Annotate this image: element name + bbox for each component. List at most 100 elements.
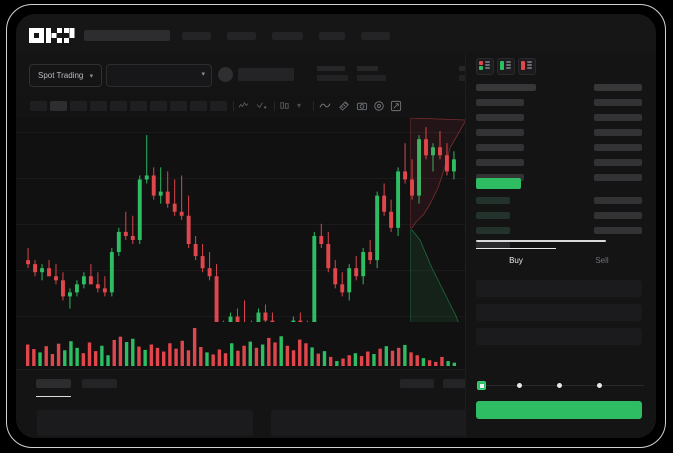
chart-toolbar: ▾: [16, 96, 466, 119]
orderbook-highlight-row[interactable]: [476, 178, 521, 189]
last-price: [238, 68, 294, 81]
orders-panel: [16, 369, 477, 438]
amount-slider-step-25[interactable]: [517, 383, 522, 388]
orders-action-2[interactable]: [443, 379, 477, 388]
amount-slider-track[interactable]: [481, 385, 644, 386]
market-type-label: Spot Trading: [38, 71, 84, 80]
orderbook-bids-icon[interactable]: [497, 58, 515, 75]
nav-link-5[interactable]: [361, 32, 390, 40]
ticker-stat-1: [317, 66, 348, 81]
amount-slider-step-50[interactable]: [557, 383, 562, 388]
ticker-stat-value: [357, 75, 386, 81]
chevron-down-icon: ▾: [201, 71, 205, 78]
orderbook-side-row-0[interactable]: [594, 84, 642, 91]
timeframe-chip-5[interactable]: [130, 101, 147, 111]
timeframe-chip-9[interactable]: [210, 101, 227, 111]
gridline-3: [16, 270, 466, 271]
orders-content-block-2: [271, 410, 477, 436]
device-screen-bezel: Spot Trading ▾ ▾: [16, 14, 656, 438]
amount-slider-handle[interactable]: [477, 381, 486, 390]
orderbook-side-row-1[interactable]: [594, 99, 642, 106]
device-frame: Spot Trading ▾ ▾: [6, 4, 666, 448]
gridline-4: [16, 316, 466, 317]
orderbook-bid-row-3[interactable]: [476, 242, 510, 249]
gridline-1: [16, 178, 466, 179]
orderbook-trade-panel: Buy Sell: [465, 52, 656, 438]
orders-content-block-1: [37, 410, 253, 436]
orderbook-side-row-8[interactable]: [594, 212, 642, 219]
orderbook-side-row-2[interactable]: [594, 114, 642, 121]
line-chart-icon[interactable]: [319, 100, 331, 111]
okx-trading-app: Spot Trading ▾ ▾: [16, 14, 656, 438]
orderbook-side-row-5[interactable]: [594, 159, 642, 166]
bottom-tab-active-underline: [36, 396, 71, 397]
order-price-field[interactable]: [476, 280, 642, 297]
nav-link-2[interactable]: [227, 32, 256, 40]
amount-slider-step-75[interactable]: [597, 383, 602, 388]
timeframe-chip-7[interactable]: [170, 101, 187, 111]
coin-avatar: [218, 67, 233, 82]
ticker-stat-label: [357, 66, 378, 71]
tab-sell[interactable]: Sell: [595, 256, 609, 265]
order-amount-field[interactable]: [476, 304, 642, 321]
bottom-tab-1[interactable]: [82, 379, 117, 388]
fullscreen-icon[interactable]: [390, 100, 402, 112]
timeframe-chip-4[interactable]: [110, 101, 127, 111]
volume-bar-series: [25, 328, 457, 366]
snapshot-camera-icon[interactable]: [356, 100, 368, 112]
orderbook-both-icon[interactable]: [476, 58, 494, 75]
orderbook-spread-indicator: [476, 240, 606, 242]
orderbook-ask-row-1[interactable]: [476, 114, 524, 121]
ticker-stat-2: [357, 66, 386, 81]
chart-settings-icon[interactable]: [373, 100, 385, 112]
orderbook-ask-row-0[interactable]: [476, 99, 524, 106]
compare-icon[interactable]: [256, 100, 267, 111]
orderbook-ask-row-5[interactable]: [476, 174, 524, 181]
timeframe-chip-0[interactable]: [30, 101, 47, 111]
okx-logo[interactable]: [29, 28, 75, 43]
trading-pair-selector[interactable]: ▾: [106, 64, 212, 87]
submit-order-button[interactable]: [476, 401, 642, 419]
timeframe-chip-1[interactable]: [50, 101, 67, 111]
search-input[interactable]: [84, 30, 170, 41]
buy-tab-underline: [476, 248, 556, 249]
orderbook-header[interactable]: [476, 84, 536, 91]
timeframe-chip-8[interactable]: [190, 101, 207, 111]
measure-ruler-icon[interactable]: [338, 100, 350, 112]
bottom-tab-0[interactable]: [36, 379, 71, 388]
orderbook-asks-icon[interactable]: [518, 58, 536, 75]
ticker-stat-label: [317, 66, 345, 71]
chevron-down-icon: ▾: [89, 73, 94, 80]
trade-side-tabs: Buy Sell: [466, 248, 656, 274]
orderbook-side-row-3[interactable]: [594, 129, 642, 136]
orderbook-ask-row-2[interactable]: [476, 129, 524, 136]
orderbook-bid-row-0[interactable]: [476, 197, 510, 204]
gridline-2: [16, 224, 466, 225]
orderbook-ask-row-4[interactable]: [476, 159, 524, 166]
tab-buy[interactable]: Buy: [509, 256, 523, 265]
chart-type-icon[interactable]: ▾: [297, 101, 302, 110]
orderbook-bid-row-1[interactable]: [476, 212, 510, 219]
top-navigation-bar: [16, 14, 656, 52]
nav-link-3[interactable]: [272, 32, 303, 40]
orderbook-ask-row-3[interactable]: [476, 144, 524, 151]
timeframe-chip-3[interactable]: [90, 101, 107, 111]
nav-link-4[interactable]: [319, 32, 345, 40]
market-depth-chart: [410, 118, 466, 340]
indicators-icon[interactable]: [238, 100, 249, 111]
orderbook-bid-row-2[interactable]: [476, 227, 510, 234]
orderbook-side-row-7[interactable]: [594, 197, 642, 204]
orderbook-side-row-4[interactable]: [594, 144, 642, 151]
timeframe-chip-2[interactable]: [70, 101, 87, 111]
timeframe-chip-6[interactable]: [150, 101, 167, 111]
orders-action-1[interactable]: [400, 379, 434, 388]
nav-link-1[interactable]: [182, 32, 211, 40]
gridline-0: [16, 132, 466, 133]
orderbook-side-row-9[interactable]: [594, 227, 642, 234]
drawing-tools-icon[interactable]: [279, 100, 290, 111]
volume-chart: [16, 322, 466, 370]
order-total-field[interactable]: [476, 328, 642, 345]
market-type-dropdown[interactable]: Spot Trading ▾: [29, 64, 103, 87]
orderbook-side-row-6[interactable]: [594, 174, 642, 181]
